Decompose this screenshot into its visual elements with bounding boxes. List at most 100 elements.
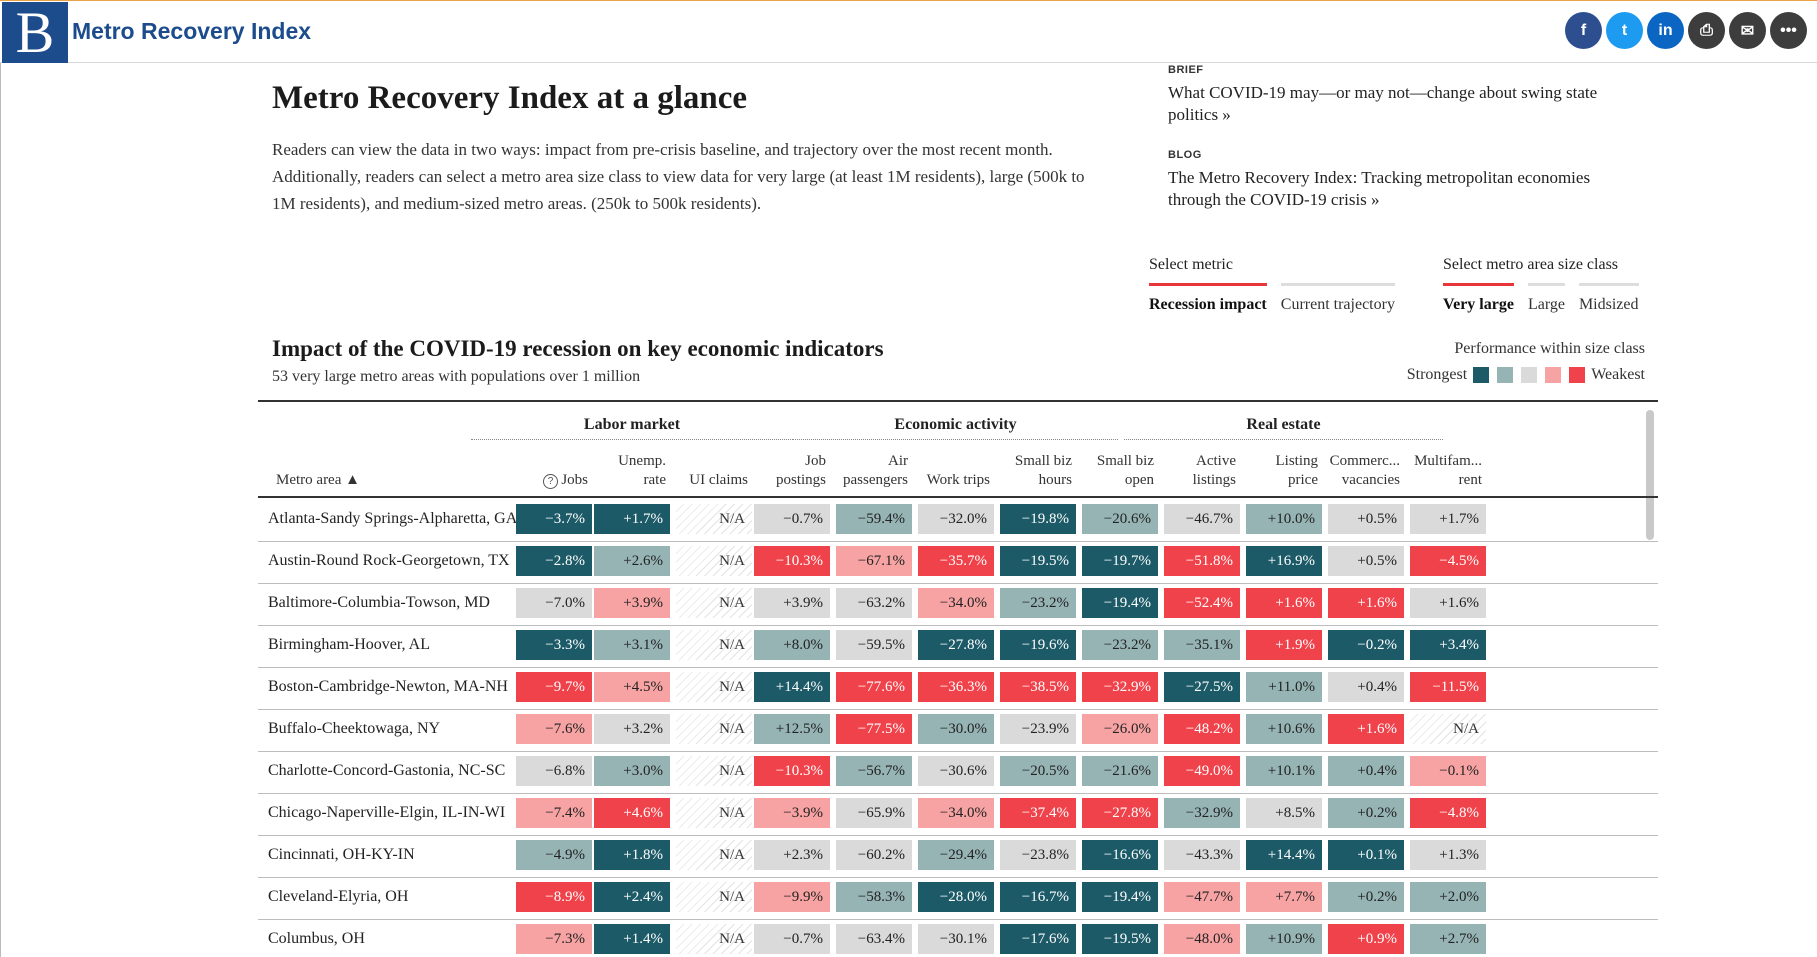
table-cell: +1.6%: [1328, 588, 1404, 618]
table-cell: +2.4%: [594, 882, 670, 912]
table-cell: −16.6%: [1082, 840, 1158, 870]
twitter-icon[interactable]: t: [1606, 12, 1643, 49]
column-group-economic-activity: Economic activity: [793, 416, 1118, 440]
table-cell: N/A: [676, 924, 752, 954]
table-cell: −77.6%: [836, 672, 912, 702]
table-cell: +12.5%: [754, 714, 830, 744]
table-cell: −67.1%: [836, 546, 912, 576]
column-header[interactable]: Commerc... vacancies: [1329, 453, 1400, 488]
column-header[interactable]: Small biz hours: [1014, 453, 1072, 488]
table-cell: +1.6%: [1246, 588, 1322, 618]
table-cell: +10.6%: [1246, 714, 1322, 744]
metro-name: Buffalo-Cheektowaga, NY: [268, 720, 441, 737]
table-cell: N/A: [1410, 714, 1486, 744]
column-header[interactable]: Unemp. rate: [618, 453, 666, 488]
table-cell: −19.6%: [1000, 630, 1076, 660]
related-brief[interactable]: BRIEF What COVID-19 may—or may not—chang…: [1168, 64, 1608, 126]
column-header[interactable]: Active listings: [1192, 453, 1236, 488]
table-cell: −27.8%: [1082, 798, 1158, 828]
table-row[interactable]: Boston-Cambridge-Newton, MA-NH −9.7% +4.5%…: [258, 668, 1658, 710]
table-cell: N/A: [676, 546, 752, 576]
column-header[interactable]: Work trips: [926, 472, 990, 488]
table-cell: −19.5%: [1000, 546, 1076, 576]
table-cell: −38.5%: [1000, 672, 1076, 702]
metric-option-current-trajectory[interactable]: Current trajectory: [1280, 283, 1395, 314]
metro-name: Chicago-Naperville-Elgin, IL-IN-WI: [268, 804, 506, 821]
table-cell: −43.3%: [1164, 840, 1240, 870]
table-cell: N/A: [676, 504, 752, 534]
table-cell: −37.4%: [1000, 798, 1076, 828]
linkedin-icon[interactable]: in: [1647, 12, 1684, 49]
table-row[interactable]: Cleveland-Elyria, OH −8.9% +2.4% N/A −9.9% −5…: [258, 878, 1658, 920]
table-row[interactable]: Baltimore-Columbia-Towson, MD −7.0% +3.9% N…: [258, 584, 1658, 626]
metric-option-recession-impact[interactable]: Recession impact: [1149, 283, 1267, 314]
table-cell: +2.6%: [594, 546, 670, 576]
column-header[interactable]: Jobs: [561, 472, 588, 488]
table-row[interactable]: Austin-Round Rock-Georgetown, TX −2.8% +2.…: [258, 542, 1658, 584]
page-edge-divider: [0, 63, 1, 957]
table-cell: N/A: [676, 630, 752, 660]
column-header[interactable]: Job postings: [775, 453, 826, 488]
table-cell: −65.9%: [836, 798, 912, 828]
table-cell: +0.1%: [1328, 840, 1404, 870]
table-row[interactable]: Atlanta-Sandy Springs-Alpharetta, GA −3.7…: [258, 500, 1658, 542]
size-option-very-large[interactable]: Very large: [1443, 283, 1514, 314]
table-cell: −34.0%: [918, 798, 994, 828]
table-cell: −47.7%: [1164, 882, 1240, 912]
table-cell: −51.8%: [1164, 546, 1240, 576]
table-cell: −30.6%: [918, 756, 994, 786]
table-cell: −26.0%: [1082, 714, 1158, 744]
related-blog[interactable]: BLOG The Metro Recovery Index: Tracking …: [1168, 149, 1608, 211]
table-row[interactable]: Chicago-Naperville-Elgin, IL-IN-WI −7.4% +…: [258, 794, 1658, 836]
column-header[interactable]: Listing price: [1275, 453, 1318, 488]
table-cell: N/A: [676, 756, 752, 786]
size-option-large[interactable]: Large: [1527, 283, 1565, 314]
column-header[interactable]: Multifam... rent: [1414, 453, 1482, 488]
table-row[interactable]: Buffalo-Cheektowaga, NY −7.6% +3.2% N/A +12.…: [258, 710, 1658, 752]
table-row[interactable]: Charlotte-Concord-Gastonia, NC-SC −6.8% +3…: [258, 752, 1658, 794]
metro-name: Columbus, OH: [268, 930, 365, 947]
column-header[interactable]: UI claims: [689, 472, 748, 488]
table-cell: −52.4%: [1164, 588, 1240, 618]
table-cell: +3.4%: [1410, 630, 1486, 660]
table-cell: −21.6%: [1082, 756, 1158, 786]
legend-strong-label: Strongest: [1406, 366, 1468, 383]
table-cell: −34.0%: [918, 588, 994, 618]
column-header-metro[interactable]: Metro area ▲: [276, 472, 360, 488]
table-cell: −7.4%: [516, 798, 592, 828]
table-row[interactable]: Cincinnati, OH-KY-IN −4.9% +1.8% N/A +2.3% −6…: [258, 836, 1658, 878]
table-cell: −58.3%: [836, 882, 912, 912]
table-cell: +10.0%: [1246, 504, 1322, 534]
table-cell: −9.9%: [754, 882, 830, 912]
related-blog-link[interactable]: The Metro Recovery Index: Tracking metro…: [1168, 168, 1591, 209]
print-icon[interactable]: ⎙: [1688, 12, 1725, 49]
indicator-table: Labor market Economic activity Real estate…: [258, 400, 1658, 957]
table-cell: −10.3%: [754, 546, 830, 576]
table-cell: +1.7%: [1410, 504, 1486, 534]
metro-name: Baltimore-Columbia-Towson, MD: [268, 594, 490, 611]
facebook-icon[interactable]: f: [1565, 12, 1602, 49]
table-cell: −2.8%: [516, 546, 592, 576]
performance-legend: Performance within size class Strongest …: [1407, 340, 1645, 384]
table-cell: −48.2%: [1164, 714, 1240, 744]
legend-swatch: [1521, 367, 1538, 383]
related-brief-link[interactable]: What COVID-19 may—or may not—change abou…: [1168, 83, 1598, 124]
table-cell: −4.8%: [1410, 798, 1486, 828]
email-icon[interactable]: ✉: [1729, 12, 1766, 49]
more-icon[interactable]: •••: [1770, 12, 1807, 49]
brand-logo[interactable]: B: [2, 2, 68, 63]
help-icon[interactable]: ?: [543, 474, 558, 489]
legend-swatch: [1545, 367, 1562, 383]
table-cell: −49.0%: [1164, 756, 1240, 786]
column-header[interactable]: Air passengers: [843, 453, 908, 488]
column-header[interactable]: Small biz open: [1096, 453, 1154, 488]
table-cell: −19.5%: [1082, 924, 1158, 954]
table-row[interactable]: Columbus, OH −7.3% +1.4% N/A −0.7% −63.4% −30.…: [258, 920, 1658, 957]
table-row[interactable]: Birmingham-Hoover, AL −3.3% +3.1% N/A +8.0% −…: [258, 626, 1658, 668]
table-cell: +8.5%: [1246, 798, 1322, 828]
app-title[interactable]: Metro Recovery Index: [72, 18, 312, 44]
table-scrollbar[interactable]: [1646, 410, 1654, 540]
size-option-midsized[interactable]: Midsized: [1578, 283, 1639, 314]
table-cell: −3.9%: [754, 798, 830, 828]
table-cell: −56.7%: [836, 756, 912, 786]
